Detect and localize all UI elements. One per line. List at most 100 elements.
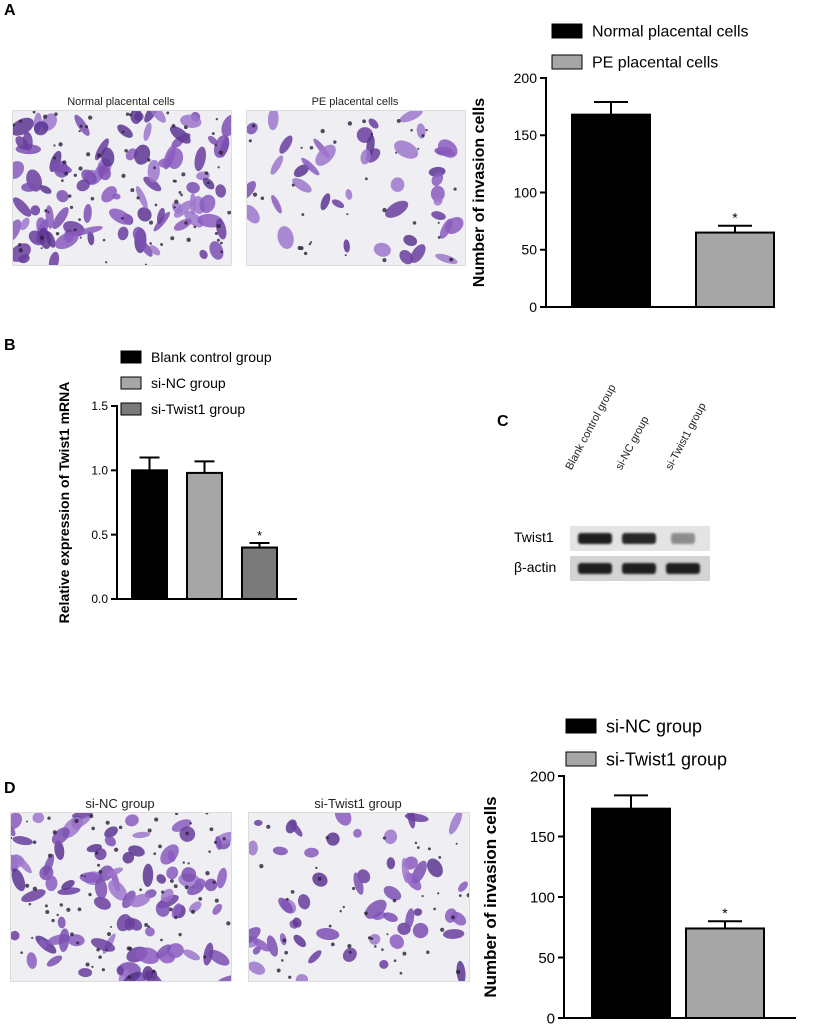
cell: [279, 135, 293, 154]
cell: [385, 200, 409, 218]
legend-label: Blank control group: [151, 349, 272, 365]
chart-d: si-NC group si-Twist1 group 0 50 100 150 200 Nu…: [481, 716, 796, 1027]
pore: [451, 915, 455, 920]
wb-strip-actin: [570, 556, 710, 581]
cell: [156, 874, 167, 884]
cell: [48, 251, 60, 265]
pore: [11, 836, 13, 840]
pore: [73, 173, 77, 177]
cell: [58, 928, 70, 952]
cell: [93, 896, 111, 910]
legend-swatch: [551, 23, 583, 39]
pore: [122, 130, 125, 134]
pore: [161, 890, 165, 894]
cell: [209, 241, 224, 260]
pore: [281, 959, 284, 962]
legend-swatch: [120, 350, 142, 364]
pore: [70, 932, 74, 937]
pore: [54, 112, 58, 116]
pore: [47, 816, 51, 820]
cell: [117, 226, 129, 241]
pore: [426, 950, 430, 954]
pore: [160, 938, 163, 942]
cell: [94, 878, 108, 899]
pore: [95, 851, 99, 855]
cell: [394, 140, 419, 159]
cell: [379, 960, 389, 969]
cell: [117, 124, 133, 138]
micrograph-pe-placental: [246, 110, 466, 266]
cell: [215, 218, 227, 240]
cell: [87, 231, 95, 246]
cell: [412, 922, 429, 939]
pore: [158, 844, 162, 849]
pore: [198, 897, 203, 901]
cell: [22, 131, 33, 151]
pore: [382, 258, 387, 263]
cell: [132, 226, 147, 244]
cell: [247, 180, 256, 199]
cell: [49, 163, 72, 174]
cell: [122, 890, 136, 909]
pore: [364, 911, 368, 916]
pore: [154, 817, 159, 822]
pore: [421, 894, 424, 898]
pore: [346, 213, 349, 216]
pore: [300, 146, 303, 149]
cell: [431, 172, 444, 186]
cell: [186, 181, 200, 194]
pore: [362, 119, 367, 124]
pore: [62, 160, 67, 165]
pore: [180, 193, 183, 197]
pore: [105, 949, 108, 952]
legend-swatch: [120, 402, 142, 416]
pore: [173, 884, 178, 889]
pore: [76, 941, 80, 945]
pore: [173, 206, 176, 209]
pore: [88, 892, 92, 897]
cell: [45, 875, 58, 892]
pore: [330, 942, 335, 947]
cell: [74, 816, 91, 829]
cell: [410, 244, 426, 263]
pore: [205, 871, 210, 876]
pore: [193, 225, 197, 229]
cell: [247, 204, 260, 224]
pore: [26, 820, 29, 823]
pore: [184, 221, 188, 225]
pore: [410, 128, 413, 132]
cell: [156, 207, 165, 224]
wb-band: [622, 563, 656, 574]
pore: [320, 128, 325, 134]
wb-lane-label-blank: Blank control group: [563, 382, 619, 472]
pore: [126, 946, 131, 951]
pore: [106, 932, 112, 937]
pore: [69, 205, 74, 209]
significance-marker: *: [732, 210, 738, 226]
cell: [101, 186, 117, 203]
y-axis-label: Relative expression of Twist1 mRNA: [56, 382, 72, 624]
pore: [55, 232, 60, 236]
cell: [271, 194, 282, 214]
cell: [456, 960, 466, 981]
cell: [249, 840, 258, 856]
pore: [98, 955, 102, 959]
cell: [252, 946, 261, 955]
pore: [309, 241, 313, 244]
cell: [129, 893, 151, 908]
cell: [413, 908, 423, 916]
pore: [347, 121, 353, 126]
pore: [216, 224, 221, 229]
cell: [76, 179, 90, 192]
chart-b: Blank control group si-NC group si-Twist1 …: [56, 349, 297, 624]
cell: [182, 949, 200, 961]
pore: [374, 945, 377, 948]
cell: [98, 865, 114, 881]
y-tick-label: 200: [530, 768, 555, 785]
pore: [416, 846, 420, 850]
cell: [316, 928, 340, 941]
pore: [185, 831, 189, 836]
legend-swatch: [565, 751, 597, 767]
pore: [266, 824, 271, 829]
wb-row-label-actin: β-actin: [514, 559, 557, 575]
